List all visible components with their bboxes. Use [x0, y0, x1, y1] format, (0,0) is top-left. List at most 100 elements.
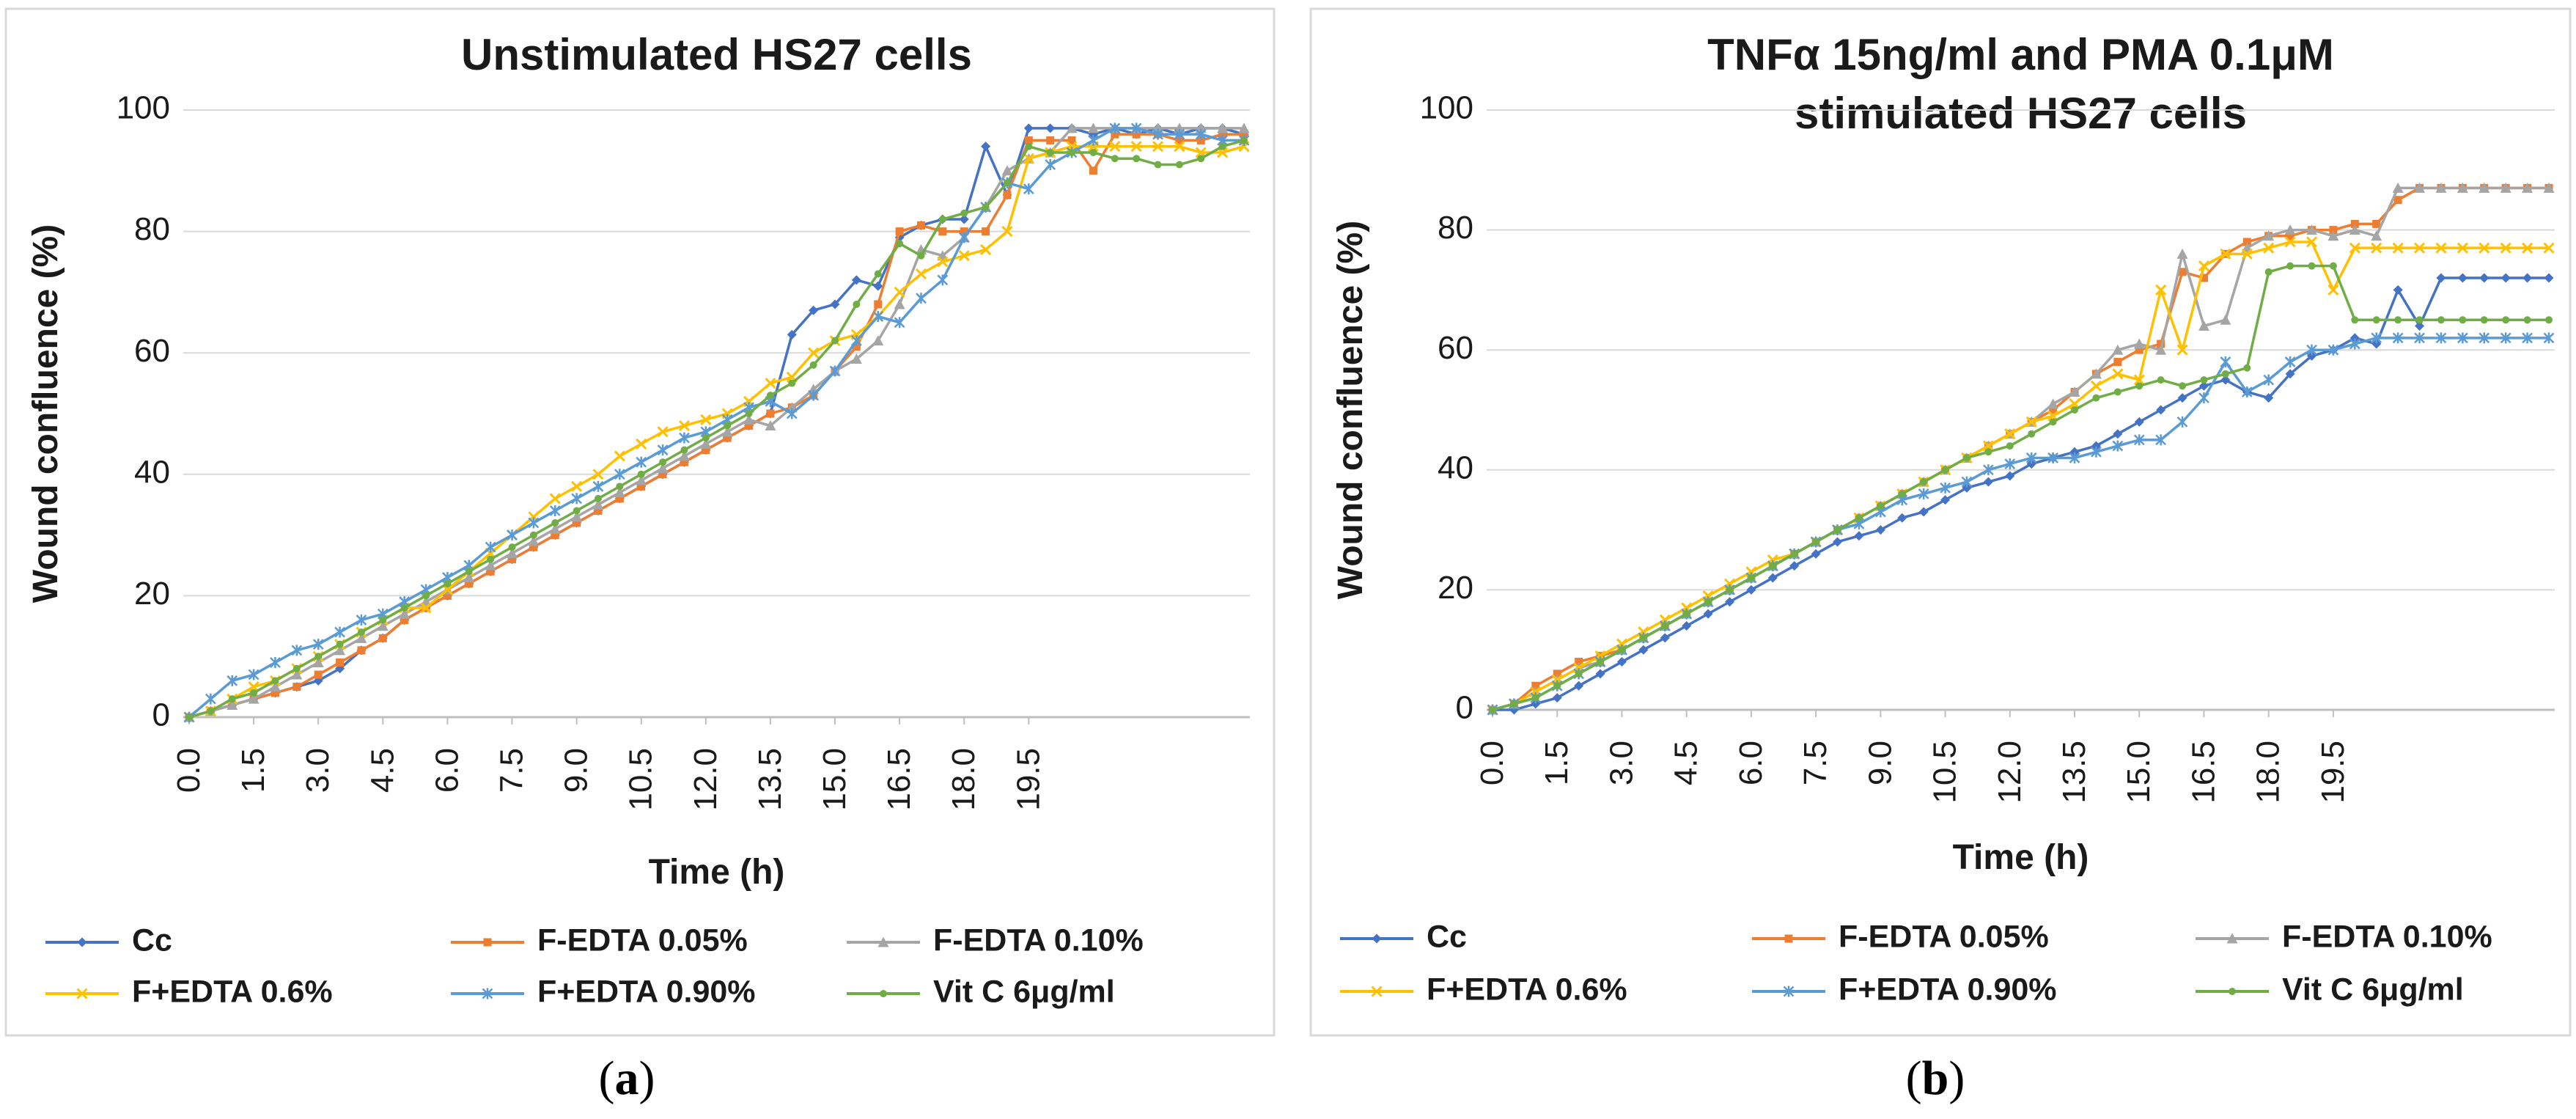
data-point-f-edta-0-10: [507, 547, 518, 558]
x-tick-label: 18.0: [2251, 741, 2286, 804]
data-point-f-edta-0-90: [679, 432, 690, 444]
data-point-vit-c-6-g-ml: [960, 209, 968, 217]
data-point-f-edta-0-6: [2457, 242, 2468, 254]
data-point-f-edta-0-10: [2306, 224, 2318, 235]
data-point-f-edta-0-6: [420, 602, 432, 614]
data-point-cc: [2479, 273, 2489, 283]
data-point-f-edta-0-10: [2220, 314, 2231, 325]
data-point-f-edta-0-05: [1132, 130, 1141, 139]
data-point-f-edta-0-90: [1045, 159, 1056, 171]
caption-b: (b): [1906, 1052, 1965, 1105]
data-point-f-edta-0-05: [1196, 136, 1205, 144]
legend-item-f-edta-0-05: F-EDTA 0.05%: [451, 922, 748, 958]
data-point-cc: [2415, 320, 2425, 331]
data-point-f-edta-0-6: [2500, 242, 2511, 254]
data-point-cc: [2220, 375, 2231, 385]
series-line-f-edta-0-6: [1492, 241, 2549, 711]
data-point-f-edta-0-90: [894, 317, 905, 329]
x-tick-label: 19.5: [1010, 748, 1046, 811]
data-point-f-edta-0-90: [2241, 386, 2253, 397]
chart-frame: [4, 7, 1276, 1037]
data-point-vit-c-6-g-ml: [2243, 364, 2251, 372]
y-tick-label: 100: [1420, 90, 1473, 126]
data-point-f-edta-0-6: [958, 250, 970, 262]
data-point-cc: [2285, 369, 2295, 379]
data-point-vit-c-6-g-ml: [2049, 418, 2057, 426]
data-point-f-edta-0-05: [852, 342, 861, 351]
data-point-f-edta-0-90: [808, 389, 820, 401]
y-tick-label: 20: [134, 576, 170, 612]
data-point-cc: [2457, 273, 2468, 283]
data-point-f-edta-0-90: [2306, 344, 2317, 356]
legend-label: F+EDTA 0.90%: [1839, 972, 2057, 1007]
chart-title-line-1: TNFα 15ng/ml and PMA 0.1μM: [1707, 30, 2334, 79]
chart-title-line-1: Unstimulated HS27 cells: [461, 30, 972, 79]
data-point-f-edta-0-6: [571, 480, 583, 492]
x-tick-label: 12.0: [1992, 741, 2028, 804]
data-point-vit-c-6-g-ml: [573, 507, 581, 515]
y-tick-label: 0: [152, 697, 170, 733]
data-point-f-edta-0-90: [2133, 434, 2145, 446]
data-point-f-edta-0-05: [465, 579, 474, 588]
data-point-f-edta-0-05: [982, 227, 990, 236]
data-point-vit-c-6-g-ml: [1877, 502, 1885, 510]
legend-marker: [1371, 986, 1383, 997]
data-point-f-edta-0-90: [248, 669, 260, 680]
data-point-cc: [2393, 285, 2403, 295]
data-point-f-edta-0-6: [636, 438, 647, 450]
data-point-f-edta-0-10: [2457, 182, 2468, 193]
data-point-vit-c-6-g-ml: [1068, 148, 1076, 156]
data-point-f-edta-0-10: [2069, 386, 2080, 397]
data-point-vit-c-6-g-ml: [2502, 316, 2510, 324]
data-point-f-edta-0-90: [205, 693, 216, 705]
series-f-edta-0-90: [183, 122, 1250, 723]
data-point-cc: [1918, 507, 1929, 517]
data-point-vit-c-6-g-ml: [1747, 574, 1755, 582]
data-point-vit-c-6-g-ml: [766, 392, 774, 400]
data-point-f-edta-0-90: [2025, 452, 2037, 463]
data-point-f-edta-0-05: [2350, 219, 2359, 228]
data-point-f-edta-0-10: [2392, 182, 2404, 193]
data-point-f-edta-0-6: [2543, 242, 2555, 254]
x-tick-label: 1.5: [1539, 741, 1575, 785]
data-point-f-edta-0-10: [2155, 344, 2167, 355]
data-point-cc: [1682, 620, 1692, 631]
data-point-f-edta-0-90: [2220, 356, 2231, 368]
data-point-f-edta-0-6: [2133, 374, 2145, 386]
legend-marker: [877, 936, 889, 947]
data-point-vit-c-6-g-ml: [2135, 382, 2143, 390]
data-point-cc: [1703, 609, 1713, 619]
data-point-f-edta-0-05: [551, 531, 559, 540]
x-tick-label: 15.0: [2121, 741, 2157, 804]
data-point-vit-c-6-g-ml: [1962, 454, 1970, 462]
data-point-f-edta-0-6: [657, 426, 669, 438]
caption-a-letter: a: [615, 1052, 639, 1105]
x-tick-label: 9.0: [1862, 741, 1898, 785]
data-point-vit-c-6-g-ml: [1790, 550, 1798, 558]
legend-label: F-EDTA 0.05%: [1839, 919, 2049, 954]
caption-a: (a): [599, 1052, 655, 1105]
data-point-vit-c-6-g-ml: [2308, 262, 2316, 270]
legend-label: Vit C 6μg/ml: [2282, 972, 2464, 1007]
data-point-f-edta-0-6: [2176, 344, 2188, 356]
data-point-cc: [1724, 597, 1734, 607]
data-point-f-edta-0-10: [2327, 230, 2339, 241]
data-point-vit-c-6-g-ml: [1553, 682, 1561, 690]
data-point-f-edta-0-90: [2047, 452, 2058, 463]
legend-label: F+EDTA 0.90%: [537, 974, 756, 1009]
data-point-vit-c-6-g-ml: [1575, 669, 1583, 678]
data-point-f-edta-0-05: [938, 227, 947, 236]
data-point-f-edta-0-05: [2329, 226, 2338, 235]
x-tick-label: 6.0: [1733, 741, 1769, 785]
data-point-f-edta-0-6: [2112, 368, 2124, 380]
series-vit-c-6-g-ml: [1489, 262, 2553, 713]
x-tick-label: 16.5: [2185, 741, 2221, 804]
data-point-cc: [1767, 573, 1778, 583]
data-point-vit-c-6-g-ml: [400, 603, 408, 612]
data-point-f-edta-0-05: [2393, 196, 2402, 205]
data-point-vit-c-6-g-ml: [2545, 316, 2553, 324]
legend-label: Vit C 6μg/ml: [933, 974, 1115, 1009]
data-point-vit-c-6-g-ml: [1510, 700, 1518, 708]
data-point-f-edta-0-90: [1940, 482, 1951, 494]
data-point-f-edta-0-05: [2135, 345, 2143, 354]
